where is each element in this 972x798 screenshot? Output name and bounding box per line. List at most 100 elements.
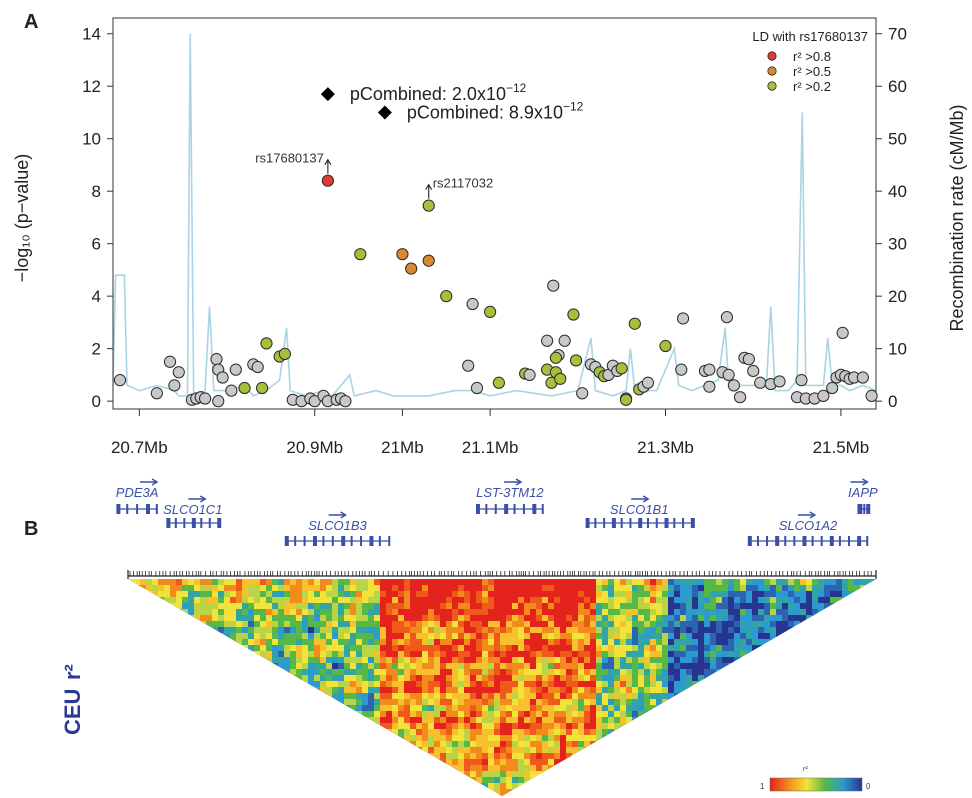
ld-cell xyxy=(620,639,626,645)
ld-cell xyxy=(674,651,680,657)
ld-cell xyxy=(788,699,794,705)
ld-cell xyxy=(314,765,320,771)
ld-cell xyxy=(182,747,188,753)
x-tick-label: 21.5Mb xyxy=(813,438,870,457)
ld-cell xyxy=(578,747,584,753)
ld-cell xyxy=(812,627,818,633)
ld-cell xyxy=(290,735,296,741)
ld-cell xyxy=(728,657,734,663)
ld-cell xyxy=(770,717,776,723)
ld-cell xyxy=(512,789,518,795)
ld-cell xyxy=(452,729,458,735)
ld-cell xyxy=(428,735,434,741)
ld-cell xyxy=(530,627,536,633)
ld-cell xyxy=(224,669,230,675)
ld-cell xyxy=(422,669,428,675)
ld-cell xyxy=(182,621,188,627)
ld-cell xyxy=(692,597,698,603)
ld-cell xyxy=(572,597,578,603)
ld-cell xyxy=(482,723,488,729)
ld-cell xyxy=(404,741,410,747)
ld-cell xyxy=(254,663,260,669)
ld-cell xyxy=(752,753,758,759)
ld-cell xyxy=(422,735,428,741)
ld-cell xyxy=(242,699,248,705)
ld-cell xyxy=(512,705,518,711)
ld-cell xyxy=(380,663,386,669)
ld-cell xyxy=(866,645,872,651)
ld-cell xyxy=(680,735,686,741)
ld-cell xyxy=(806,633,812,639)
ld-cell xyxy=(224,657,230,663)
ld-cell xyxy=(530,669,536,675)
ld-cell xyxy=(596,783,602,789)
ld-cell xyxy=(260,711,266,717)
ld-cell xyxy=(650,621,656,627)
ld-cell xyxy=(452,741,458,747)
ld-cell xyxy=(566,705,572,711)
ld-cell xyxy=(806,603,812,609)
ld-cell xyxy=(194,711,200,717)
ld-cell xyxy=(380,657,386,663)
ld-cell xyxy=(734,693,740,699)
ld-cell xyxy=(248,663,254,669)
ld-cell xyxy=(398,603,404,609)
ld-cell xyxy=(452,597,458,603)
ld-cell xyxy=(476,657,482,663)
ld-cell xyxy=(674,777,680,783)
ld-cell xyxy=(134,621,140,627)
ld-cell xyxy=(680,741,686,747)
ld-cell xyxy=(560,579,566,585)
ld-cell xyxy=(548,633,554,639)
ld-cell xyxy=(368,651,374,657)
snp-point xyxy=(554,372,567,385)
ld-cell xyxy=(842,723,848,729)
ld-cell xyxy=(164,681,170,687)
ld-cell xyxy=(254,675,260,681)
ld-cell xyxy=(266,705,272,711)
ld-cell xyxy=(500,723,506,729)
ld-cell xyxy=(572,753,578,759)
ld-cell xyxy=(428,633,434,639)
ld-cell xyxy=(320,783,326,789)
ld-cell xyxy=(242,603,248,609)
gene-direction-arrowhead xyxy=(199,495,207,503)
ld-cell xyxy=(872,657,876,663)
ld-cell xyxy=(296,627,302,633)
gene-exon xyxy=(312,536,317,546)
ld-cell xyxy=(254,591,260,597)
ld-cell xyxy=(134,651,140,657)
ld-cell xyxy=(722,615,728,621)
ld-cell xyxy=(824,759,830,765)
ld-cell xyxy=(410,579,416,585)
ld-cell xyxy=(626,747,632,753)
ld-cell xyxy=(518,603,524,609)
ld-cell xyxy=(182,627,188,633)
ld-cell xyxy=(182,657,188,663)
combined-p-diamond xyxy=(320,87,335,102)
ld-cell xyxy=(302,681,308,687)
ld-cell xyxy=(470,687,476,693)
ld-cell xyxy=(542,717,548,723)
ld-cell xyxy=(146,627,152,633)
ld-cell xyxy=(830,765,836,771)
ld-cell xyxy=(356,693,362,699)
snp-point xyxy=(339,395,352,408)
ld-cell xyxy=(338,693,344,699)
ld-cell xyxy=(692,663,698,669)
ld-cell xyxy=(866,705,872,711)
snp-point xyxy=(229,363,242,376)
ld-cell xyxy=(392,699,398,705)
ld-cell xyxy=(434,627,440,633)
ld-cell xyxy=(764,705,770,711)
ld-cell xyxy=(734,771,740,777)
ld-cell xyxy=(608,651,614,657)
ld-cell xyxy=(284,663,290,669)
ld-cell xyxy=(764,651,770,657)
ld-cell xyxy=(842,621,848,627)
ld-cell xyxy=(620,777,626,783)
ld-cell xyxy=(632,729,638,735)
ld-cell xyxy=(818,615,824,621)
ld-cell xyxy=(500,777,506,783)
ld-cell xyxy=(212,639,218,645)
